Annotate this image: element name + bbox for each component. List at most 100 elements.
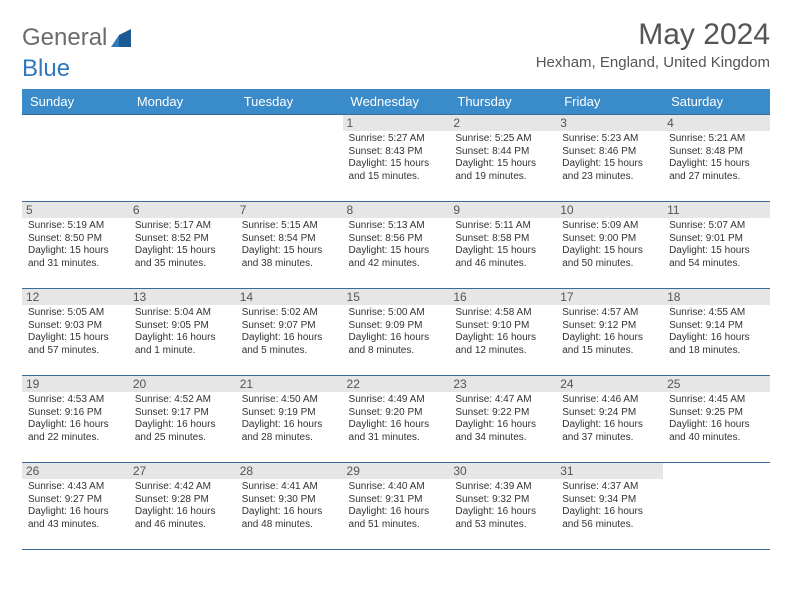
sunrise-text: Sunrise: 4:37 AM bbox=[562, 481, 657, 494]
sunrise-text: Sunrise: 4:45 AM bbox=[669, 394, 764, 407]
day-number: 20 bbox=[129, 376, 236, 392]
day-number: 1 bbox=[343, 115, 450, 131]
daylight-text: Daylight: 15 hours and 27 minutes. bbox=[669, 158, 764, 183]
day-number: 15 bbox=[343, 289, 450, 305]
sunrise-text: Sunrise: 5:13 AM bbox=[349, 220, 444, 233]
calendar-day-cell: 19Sunrise: 4:53 AMSunset: 9:16 PMDayligh… bbox=[22, 376, 129, 463]
day-details: Sunrise: 4:55 AMSunset: 9:14 PMDaylight:… bbox=[669, 307, 764, 357]
daylight-text: Daylight: 15 hours and 42 minutes. bbox=[349, 245, 444, 270]
sunset-text: Sunset: 8:58 PM bbox=[455, 233, 550, 246]
day-details: Sunrise: 4:52 AMSunset: 9:17 PMDaylight:… bbox=[135, 394, 230, 444]
daylight-text: Daylight: 15 hours and 15 minutes. bbox=[349, 158, 444, 183]
day-details: Sunrise: 4:46 AMSunset: 9:24 PMDaylight:… bbox=[562, 394, 657, 444]
sunrise-text: Sunrise: 4:39 AM bbox=[455, 481, 550, 494]
calendar-day-cell: 26Sunrise: 4:43 AMSunset: 9:27 PMDayligh… bbox=[22, 463, 129, 550]
calendar-table: Sunday Monday Tuesday Wednesday Thursday… bbox=[22, 89, 770, 550]
day-details: Sunrise: 5:11 AMSunset: 8:58 PMDaylight:… bbox=[455, 220, 550, 270]
sunrise-text: Sunrise: 5:04 AM bbox=[135, 307, 230, 320]
sunset-text: Sunset: 9:16 PM bbox=[28, 407, 123, 420]
sunset-text: Sunset: 9:01 PM bbox=[669, 233, 764, 246]
sunset-text: Sunset: 9:03 PM bbox=[28, 320, 123, 333]
daylight-text: Daylight: 16 hours and 5 minutes. bbox=[242, 332, 337, 357]
day-number: 2 bbox=[449, 115, 556, 131]
calendar-day-cell: 17Sunrise: 4:57 AMSunset: 9:12 PMDayligh… bbox=[556, 289, 663, 376]
day-number: 3 bbox=[556, 115, 663, 131]
calendar-day-cell: 13Sunrise: 5:04 AMSunset: 9:05 PMDayligh… bbox=[129, 289, 236, 376]
sunrise-text: Sunrise: 4:49 AM bbox=[349, 394, 444, 407]
location-subtitle: Hexham, England, United Kingdom bbox=[536, 54, 770, 71]
calendar-day-cell: 21Sunrise: 4:50 AMSunset: 9:19 PMDayligh… bbox=[236, 376, 343, 463]
day-details: Sunrise: 5:02 AMSunset: 9:07 PMDaylight:… bbox=[242, 307, 337, 357]
sunset-text: Sunset: 8:44 PM bbox=[455, 146, 550, 159]
logo-text-general: General bbox=[22, 24, 107, 52]
sunrise-text: Sunrise: 5:09 AM bbox=[562, 220, 657, 233]
day-details: Sunrise: 5:17 AMSunset: 8:52 PMDaylight:… bbox=[135, 220, 230, 270]
daylight-text: Daylight: 16 hours and 43 minutes. bbox=[28, 506, 123, 531]
calendar-week-row: 1 Sunrise: 5:27 AMSunset: 8:43 PMDaylight… bbox=[22, 115, 770, 202]
sunrise-text: Sunrise: 5:07 AM bbox=[669, 220, 764, 233]
daylight-text: Daylight: 16 hours and 28 minutes. bbox=[242, 419, 337, 444]
daylight-text: Daylight: 16 hours and 56 minutes. bbox=[562, 506, 657, 531]
calendar-day-cell: 3Sunrise: 5:23 AMSunset: 8:46 PMDaylight… bbox=[556, 115, 663, 202]
calendar-day-cell: 27 Sunrise: 4:42 AMSunset: 9:28 PMDayligh… bbox=[129, 463, 236, 550]
calendar-day-cell: 11Sunrise: 5:07 AMSunset: 9:01 PMDayligh… bbox=[663, 202, 770, 289]
calendar-day-cell: 29Sunrise: 4:40 AMSunset: 9:31 PMDayligh… bbox=[343, 463, 450, 550]
sunrise-text: Sunrise: 4:53 AM bbox=[28, 394, 123, 407]
logo-text-blue: Blue bbox=[22, 55, 70, 83]
calendar-day-cell: 5Sunrise: 5:19 AMSunset: 8:50 PMDaylight… bbox=[22, 202, 129, 289]
page-title: May 2024 bbox=[536, 18, 770, 52]
calendar-day-cell bbox=[663, 463, 770, 550]
day-details: Sunrise: 5:19 AMSunset: 8:50 PMDaylight:… bbox=[28, 220, 123, 270]
sunset-text: Sunset: 8:43 PM bbox=[349, 146, 444, 159]
daylight-text: Daylight: 16 hours and 15 minutes. bbox=[562, 332, 657, 357]
calendar-day-cell: 16Sunrise: 4:58 AMSunset: 9:10 PMDayligh… bbox=[449, 289, 556, 376]
calendar-day-cell: 12Sunrise: 5:05 AMSunset: 9:03 PMDayligh… bbox=[22, 289, 129, 376]
day-details: Sunrise: 5:21 AMSunset: 8:48 PMDaylight:… bbox=[669, 133, 764, 183]
logo: General bbox=[22, 24, 133, 52]
day-number: 22 bbox=[343, 376, 450, 392]
sunrise-text: Sunrise: 4:55 AM bbox=[669, 307, 764, 320]
calendar-week-row: 26Sunrise: 4:43 AMSunset: 9:27 PMDayligh… bbox=[22, 463, 770, 550]
sunrise-text: Sunrise: 4:52 AM bbox=[135, 394, 230, 407]
day-number: 27 bbox=[129, 463, 236, 479]
sunrise-text: Sunrise: 4:58 AM bbox=[455, 307, 550, 320]
day-number: 25 bbox=[663, 376, 770, 392]
logo-mark-icon bbox=[111, 29, 133, 47]
day-details: Sunrise: 5:13 AMSunset: 8:56 PMDaylight:… bbox=[349, 220, 444, 270]
daylight-text: Daylight: 16 hours and 25 minutes. bbox=[135, 419, 230, 444]
day-details: Sunrise: 5:27 AMSunset: 8:43 PMDaylight:… bbox=[349, 133, 444, 183]
calendar-day-cell: 2Sunrise: 5:25 AMSunset: 8:44 PMDaylight… bbox=[449, 115, 556, 202]
sunset-text: Sunset: 9:24 PM bbox=[562, 407, 657, 420]
daylight-text: Daylight: 15 hours and 38 minutes. bbox=[242, 245, 337, 270]
daylight-text: Daylight: 15 hours and 31 minutes. bbox=[28, 245, 123, 270]
day-number: 9 bbox=[449, 202, 556, 218]
daylight-text: Daylight: 15 hours and 57 minutes. bbox=[28, 332, 123, 357]
calendar-day-cell: 14Sunrise: 5:02 AMSunset: 9:07 PMDayligh… bbox=[236, 289, 343, 376]
weekday-header: Sunday bbox=[22, 89, 129, 115]
sunrise-text: Sunrise: 5:25 AM bbox=[455, 133, 550, 146]
calendar-day-cell: 30Sunrise: 4:39 AMSunset: 9:32 PMDayligh… bbox=[449, 463, 556, 550]
day-number: 21 bbox=[236, 376, 343, 392]
calendar-day-cell: 6Sunrise: 5:17 AMSunset: 8:52 PMDaylight… bbox=[129, 202, 236, 289]
sunrise-text: Sunrise: 5:00 AM bbox=[349, 307, 444, 320]
day-details: Sunrise: 5:04 AMSunset: 9:05 PMDaylight:… bbox=[135, 307, 230, 357]
sunrise-text: Sunrise: 5:23 AM bbox=[562, 133, 657, 146]
sunrise-text: Sunrise: 4:43 AM bbox=[28, 481, 123, 494]
daylight-text: Daylight: 16 hours and 53 minutes. bbox=[455, 506, 550, 531]
calendar-day-cell: 23Sunrise: 4:47 AMSunset: 9:22 PMDayligh… bbox=[449, 376, 556, 463]
calendar-day-cell: 28Sunrise: 4:41 AMSunset: 9:30 PMDayligh… bbox=[236, 463, 343, 550]
sunset-text: Sunset: 8:48 PM bbox=[669, 146, 764, 159]
day-number: 8 bbox=[343, 202, 450, 218]
sunset-text: Sunset: 8:56 PM bbox=[349, 233, 444, 246]
day-details: Sunrise: 4:42 AMSunset: 9:28 PMDaylight:… bbox=[135, 481, 230, 531]
sunset-text: Sunset: 9:27 PM bbox=[28, 494, 123, 507]
sunrise-text: Sunrise: 5:05 AM bbox=[28, 307, 123, 320]
day-details: Sunrise: 5:00 AMSunset: 9:09 PMDaylight:… bbox=[349, 307, 444, 357]
sunset-text: Sunset: 9:05 PM bbox=[135, 320, 230, 333]
day-details: Sunrise: 4:58 AMSunset: 9:10 PMDaylight:… bbox=[455, 307, 550, 357]
sunrise-text: Sunrise: 4:46 AM bbox=[562, 394, 657, 407]
day-number: 18 bbox=[663, 289, 770, 305]
sunset-text: Sunset: 9:00 PM bbox=[562, 233, 657, 246]
calendar-day-cell: 10Sunrise: 5:09 AMSunset: 9:00 PMDayligh… bbox=[556, 202, 663, 289]
daylight-text: Daylight: 16 hours and 22 minutes. bbox=[28, 419, 123, 444]
